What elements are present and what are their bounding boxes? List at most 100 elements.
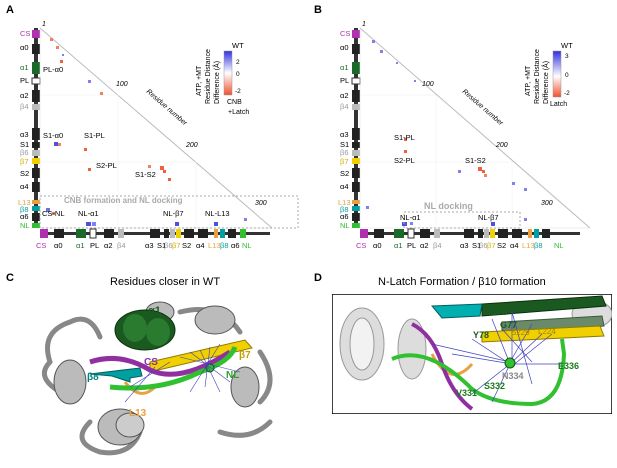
svg-text:PL: PL [90,241,99,250]
svg-text:α3: α3 [460,241,469,250]
svg-text:S1: S1 [472,241,481,250]
svg-text:α1: α1 [76,241,85,250]
panel-c-label-alpha1: α1 [148,305,161,317]
panel-d-label-n334: N334 [502,371,524,381]
panel-a-ann-nl-a1: NL-α1 [78,209,99,218]
panel-b-tick-100: 100 [422,81,434,88]
panel-b-ann-s1-pl: S1-PL [394,133,415,142]
svg-text:NL: NL [20,221,30,230]
svg-text:α1: α1 [394,241,403,250]
panel-b-bottom-bar [360,228,580,239]
panel-b-ann-nl-a1: NL-α1 [400,213,421,222]
svg-text:Difference (Å): Difference (Å) [541,61,550,104]
panel-c-alpha1 [114,309,176,351]
svg-text:Residue Distance: Residue Distance [205,49,212,104]
svg-text:Latch: Latch [550,101,567,108]
svg-text:S2: S2 [340,169,349,178]
svg-text:α4: α4 [20,182,29,191]
panel-c-label-l13: L13 [129,408,147,419]
panel-a-ann-cs-nl: CS-NL [42,209,65,218]
panel-a-ann-pl-a0: PL-α0 [43,65,63,74]
panel-b-diagonal [359,27,591,229]
svg-text:β7: β7 [172,241,181,250]
svg-text:β6: β6 [340,148,349,157]
svg-text:CS: CS [20,29,30,38]
svg-text:L13: L13 [522,241,535,250]
panel-d-label-v331: V331 [456,388,477,398]
panel-d-label-s332: S332 [484,381,505,391]
panel-a-tick-300: 300 [255,200,267,207]
panel-a-ann-s1-pl: S1-PL [84,131,105,140]
panel-a-data-points [46,38,247,226]
svg-text:β6: β6 [164,241,173,250]
svg-text:L13: L13 [18,198,31,207]
svg-text:α0: α0 [54,241,63,250]
panel-b-tick-200: 200 [495,142,508,149]
svg-text:α3: α3 [20,130,29,139]
svg-text:α1: α1 [340,63,349,72]
svg-text:+Latch: +Latch [228,109,249,116]
panel-a-bottom-labels: CS α0 α1 PL α2 β4 α3 S1 β6 β7 S2 α4 L13 … [36,241,252,250]
svg-text:β4: β4 [433,241,442,250]
svg-text:α0: α0 [20,43,29,52]
svg-text:NL: NL [340,221,350,230]
panel-a-diag-label: Residue number [145,88,189,127]
panel-b-left-labels: CS α0 α1 PL α2 β4 α3 S1 β6 β7 S2 α4 L13 … [338,29,351,230]
panel-b-left-bar [351,28,361,228]
panel-d-strand-green [481,295,607,317]
panel-a-diagonal [39,27,273,229]
svg-text:β7: β7 [20,157,29,166]
svg-text:β6: β6 [20,148,29,157]
panel-d-label-e336: E336 [558,361,579,371]
svg-text:β4: β4 [340,102,349,111]
panel-a-ann-s2-pl: S2-PL [96,161,117,170]
panel-b-bottom-labels: CS α0 α1 PL α2 β4 α3 S1 β6 β7 S2 α4 L13 … [356,241,564,250]
panel-a-tick-100: 100 [116,81,128,88]
svg-text:β7: β7 [487,241,496,250]
svg-text:α3: α3 [145,241,154,250]
panel-c-structure: α1 CS β7 β8 NL L13 [41,301,273,456]
panel-a-ann-nl-l13: NL-L13 [205,209,230,218]
panel-b-data-points [366,40,527,226]
svg-text:β8: β8 [20,205,29,214]
svg-text:NL: NL [242,241,252,250]
svg-text:L13: L13 [208,241,221,250]
svg-text:S2: S2 [20,169,29,178]
panel-b-ann-s2-pl: S2-PL [394,156,415,165]
svg-text:α0: α0 [340,43,349,52]
panel-a-bottom-bar [40,228,270,239]
svg-text:α4: α4 [340,182,349,191]
panel-c-label-beta8: β8 [87,372,99,383]
panel-b-box-label: NL docking [424,201,473,211]
svg-text:CS: CS [36,241,46,250]
svg-text:CNB: CNB [227,99,242,106]
panel-b-tick-1: 1 [362,21,366,28]
panel-b-ann-nl-b7: NL-β7 [478,213,499,222]
svg-text:NL: NL [554,241,564,250]
panel-d-label-s229: S229 [511,328,530,337]
svg-text:β4: β4 [20,102,29,111]
panel-c-beta8 [89,367,143,383]
panel-d-strand-yellow [481,325,605,343]
panel-a-tick-1: 1 [42,21,46,28]
svg-text:α1: α1 [20,63,29,72]
svg-text:CS: CS [356,241,366,250]
panel-c-title: Residues closer in WT [110,276,221,288]
svg-text:PL: PL [20,76,29,85]
panel-b-label: B [314,4,322,16]
svg-text:α2: α2 [420,241,429,250]
svg-text:0: 0 [236,71,240,78]
svg-text:β8: β8 [220,241,229,250]
panel-d-n334-atom [504,357,516,369]
svg-text:α4: α4 [196,241,205,250]
svg-text:α6: α6 [340,212,349,221]
panel-a-left-labels: CS α0 α1 PL α2 β4 α3 S1 β6 β7 S2 α4 L13 … [18,29,31,230]
panel-b-matrix: 1 100 200 300 Residue number NL docking … [338,21,591,250]
panel-d-title: N-Latch Formation / β10 formation [378,276,546,288]
panel-c-nl [109,346,238,391]
panel-d-label: D [314,272,322,284]
panel-a-ann-nl-b7: NL-β7 [163,209,184,218]
svg-text:2: 2 [236,59,240,66]
svg-text:Difference (Å): Difference (Å) [212,61,221,104]
svg-text:WT: WT [232,41,244,50]
